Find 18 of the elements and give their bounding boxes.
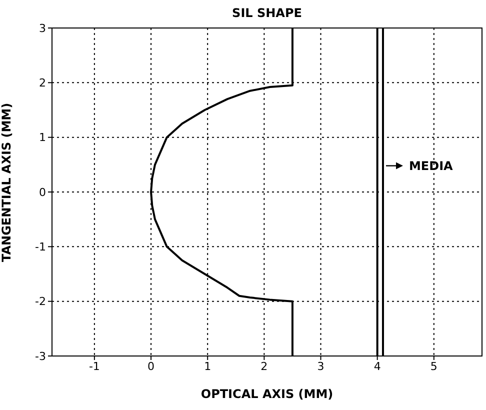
y-tick-label: -2 xyxy=(35,295,46,308)
y-tick-label: 1 xyxy=(39,131,46,144)
chart-title: SIL SHAPE xyxy=(231,6,303,20)
x-tick-label: 3 xyxy=(317,360,324,373)
y-tick-label: -1 xyxy=(35,240,46,254)
annotation: MEDIA xyxy=(408,158,454,173)
y-tick-label: 2 xyxy=(39,76,46,90)
x-axis-title: OPTICAL AXIS (MM) xyxy=(200,387,334,401)
y-axis-title: TANGENTIAL AXIS (MM) xyxy=(0,102,14,262)
y-tick-label: 0 xyxy=(39,186,46,199)
x-tick-label: 5 xyxy=(430,360,438,373)
y-tick-label: 3 xyxy=(39,22,46,35)
x-tick-label: 4 xyxy=(374,360,381,373)
y-tick-label: -3 xyxy=(35,350,46,363)
x-tick-label: 0 xyxy=(148,360,155,373)
x-tick-label: 1 xyxy=(204,360,212,373)
x-tick-label: 2 xyxy=(260,360,268,373)
x-tick-label: -1 xyxy=(88,360,100,373)
